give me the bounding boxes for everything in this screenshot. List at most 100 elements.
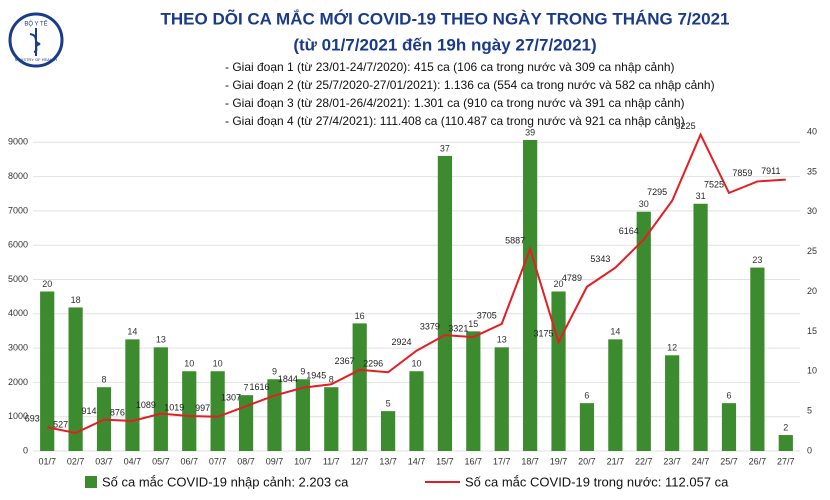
y-tick-label: 8000 (8, 171, 28, 181)
x-tick-label: 17/7 (493, 456, 511, 466)
x-tick-label: 04/7 (124, 456, 142, 466)
bar (636, 211, 651, 451)
y2-tick-label: 10 (807, 366, 817, 376)
x-tick-label: 03/7 (95, 456, 113, 466)
x-tick-label: 01/7 (38, 456, 56, 466)
y2-tick-label: 15 (807, 326, 817, 336)
line-label: 5343 (590, 254, 610, 264)
bar (380, 411, 396, 451)
x-tick-label: 20/7 (578, 456, 596, 466)
bar (721, 403, 737, 451)
x-tick-label: 14/7 (408, 456, 426, 466)
y-tick-label: 4000 (8, 308, 28, 318)
line-label: 1616 (249, 382, 269, 392)
line-label: 1844 (278, 374, 298, 384)
y2-tick-label: 0 (807, 445, 812, 455)
x-tick-label: 08/7 (237, 456, 255, 466)
bar-label: 39 (525, 127, 535, 137)
bar-label: 13 (497, 335, 507, 345)
x-tick-label: 07/7 (209, 456, 227, 466)
bar-label: 30 (639, 199, 649, 209)
bar-label: 18 (71, 295, 81, 305)
line-label: 5887 (505, 235, 525, 245)
y-tick-label: 7000 (8, 205, 28, 215)
logo-icon (29, 28, 41, 56)
bar-label: 7 (244, 383, 249, 393)
y2-tick-label: 30 (807, 206, 817, 216)
line-label: 1307 (221, 393, 241, 403)
y-tick-label: 9000 (8, 137, 28, 147)
logo-top: BỘ Y TẾ (24, 21, 47, 28)
y2-tick-label: 5 (807, 406, 812, 416)
line-label: 3175 (534, 328, 554, 338)
line-label: 2924 (391, 337, 411, 347)
line-label: 3705 (477, 310, 497, 320)
bar-label: 13 (156, 335, 166, 345)
x-tick-label: 05/7 (152, 456, 170, 466)
bar-label: 15 (468, 319, 478, 329)
bar (523, 139, 538, 451)
bar-label: 23 (752, 255, 762, 265)
line-label: 3379 (420, 321, 440, 331)
x-tick-label: 22/7 (635, 456, 653, 466)
x-tick-label: 21/7 (607, 456, 625, 466)
bar-label: 5 (386, 399, 391, 409)
bar (324, 387, 339, 451)
line-label: 1019 (164, 402, 184, 412)
line (47, 132, 786, 434)
bar-label: 14 (127, 327, 137, 337)
bar-label: 20 (42, 279, 52, 289)
bar-label: 37 (440, 143, 450, 153)
x-tick-label: 27/7 (777, 456, 795, 466)
y-tick-label: 5000 (8, 274, 28, 284)
x-tick-label: 09/7 (266, 456, 284, 466)
bar-label: 10 (184, 359, 194, 369)
x-tick-label: 06/7 (180, 456, 198, 466)
line-label: 6164 (619, 226, 639, 236)
bar-label: 8 (329, 375, 334, 385)
bar (153, 347, 168, 451)
bar (267, 379, 282, 451)
y2-tick-label: 25 (807, 246, 817, 256)
x-tick-label: 23/7 (663, 456, 681, 466)
bar-label: 9 (272, 367, 277, 377)
annotation: - Giai đoạn 2 (từ 25/7/2020-27/01/2021):… (225, 78, 715, 92)
bar (608, 339, 623, 451)
bar (693, 203, 708, 451)
line-label: 2296 (363, 359, 383, 369)
bar-label: 2 (783, 422, 788, 432)
line-label: 4789 (562, 273, 582, 283)
line-label: 3321 (448, 323, 468, 333)
x-tick-label: 13/7 (379, 456, 397, 466)
x-tick-label: 02/7 (67, 456, 85, 466)
y-tick-label: 2000 (8, 377, 28, 387)
bar (551, 291, 566, 451)
x-tick-label: 11/7 (323, 456, 340, 466)
bar-label: 9 (300, 367, 305, 377)
y2-tick-label: 35 (807, 166, 817, 176)
line-label: 914 (82, 406, 97, 416)
annotation: - Giai đoạn 1 (từ 23/01-24/7/2020): 415 … (225, 60, 675, 74)
line-label: 7525 (704, 179, 724, 189)
line-label: 7911 (761, 166, 780, 176)
bar (210, 371, 225, 451)
annotation: - Giai đoạn 3 (từ 28/01-26/4/2021): 1.30… (225, 96, 685, 110)
y-tick-label: 6000 (8, 240, 28, 250)
line-label: 997 (195, 403, 210, 413)
line-label: 1945 (306, 371, 326, 381)
line-label: 1089 (136, 400, 156, 410)
line-label: 693 (25, 414, 40, 424)
bar (494, 347, 509, 451)
bar-label: 14 (610, 327, 620, 337)
bar (579, 403, 595, 451)
y-tick-label: 3000 (8, 342, 28, 352)
bar (409, 371, 424, 451)
bar-label: 6 (584, 391, 589, 401)
line-label: 9225 (676, 121, 696, 131)
line-label: 7295 (647, 187, 667, 197)
x-tick-label: 18/7 (521, 456, 539, 466)
x-tick-label: 16/7 (465, 456, 483, 466)
bar (295, 379, 310, 451)
x-tick-label: 12/7 (351, 456, 369, 466)
